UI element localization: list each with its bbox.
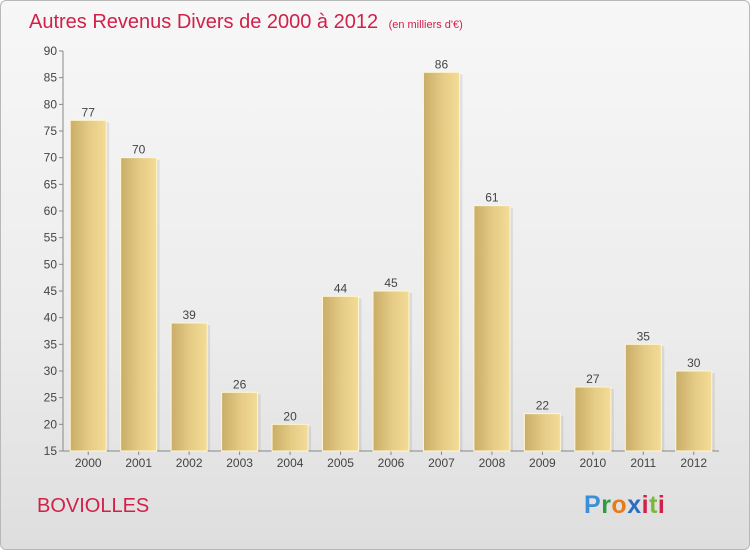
- x-tick-label: 2010: [579, 456, 606, 470]
- data-label: 30: [687, 356, 701, 370]
- y-tick-label: 55: [44, 231, 58, 245]
- bar: [422, 71, 460, 452]
- data-label: 86: [435, 57, 449, 71]
- y-tick-label: 15: [44, 444, 58, 458]
- y-tick-label: 20: [44, 417, 58, 431]
- bar: [624, 343, 662, 452]
- y-tick-label: 65: [44, 177, 58, 191]
- y-tick-label: 90: [44, 44, 58, 58]
- y-tick-label: 25: [44, 391, 58, 405]
- x-tick-label: 2005: [327, 456, 354, 470]
- y-tick-label: 70: [44, 151, 58, 165]
- data-label: 39: [182, 308, 196, 322]
- x-tick-label: 2007: [428, 456, 455, 470]
- x-tick-label: 2003: [226, 456, 253, 470]
- x-tick-label: 2009: [529, 456, 556, 470]
- bar: [170, 322, 208, 452]
- data-label: 35: [637, 329, 651, 343]
- data-label: 44: [334, 281, 348, 295]
- bar: [271, 423, 309, 452]
- bar: [322, 295, 360, 452]
- bar: [523, 413, 561, 452]
- bar: [221, 391, 259, 452]
- x-tick-label: 2002: [176, 456, 203, 470]
- data-label: 20: [283, 409, 297, 423]
- y-tick-label: 35: [44, 337, 58, 351]
- x-tick-label: 2011: [630, 456, 656, 470]
- x-tick-label: 2012: [680, 456, 707, 470]
- y-tick-label: 85: [44, 71, 58, 85]
- data-label: 77: [82, 105, 96, 119]
- y-tick-label: 30: [44, 364, 58, 378]
- y-tick-label: 75: [44, 124, 58, 138]
- x-tick-label: 2004: [277, 456, 304, 470]
- bar: [473, 205, 511, 452]
- chart-title: Autres Revenus Divers de 2000 à 2012: [29, 11, 379, 33]
- bar: [574, 386, 612, 452]
- bar: [69, 119, 107, 452]
- proxiti-logo: Proxiti: [584, 491, 666, 519]
- data-label: 61: [485, 191, 499, 205]
- y-tick-label: 50: [44, 257, 58, 271]
- data-label: 45: [384, 276, 398, 290]
- chart-unit: (en milliers d'€): [388, 19, 463, 31]
- x-tick-label: 2001: [125, 456, 152, 470]
- data-label: 26: [233, 377, 247, 391]
- commune-name: BOVIOLLES: [37, 495, 150, 517]
- x-tick-label: 2000: [75, 456, 102, 470]
- x-tick-label: 2006: [378, 456, 405, 470]
- data-label: 27: [586, 372, 600, 386]
- bar: [675, 370, 713, 452]
- y-tick-label: 60: [44, 204, 58, 218]
- bar: [120, 157, 158, 452]
- y-tick-label: 40: [44, 311, 58, 325]
- data-label: 70: [132, 143, 146, 157]
- chart-title-block: Autres Revenus Divers de 2000 à 2012 (en…: [29, 11, 463, 34]
- y-tick-label: 45: [44, 284, 58, 298]
- data-label: 22: [536, 399, 550, 413]
- bar: [372, 290, 410, 452]
- y-tick-label: 80: [44, 97, 58, 111]
- x-tick-label: 2008: [479, 456, 506, 470]
